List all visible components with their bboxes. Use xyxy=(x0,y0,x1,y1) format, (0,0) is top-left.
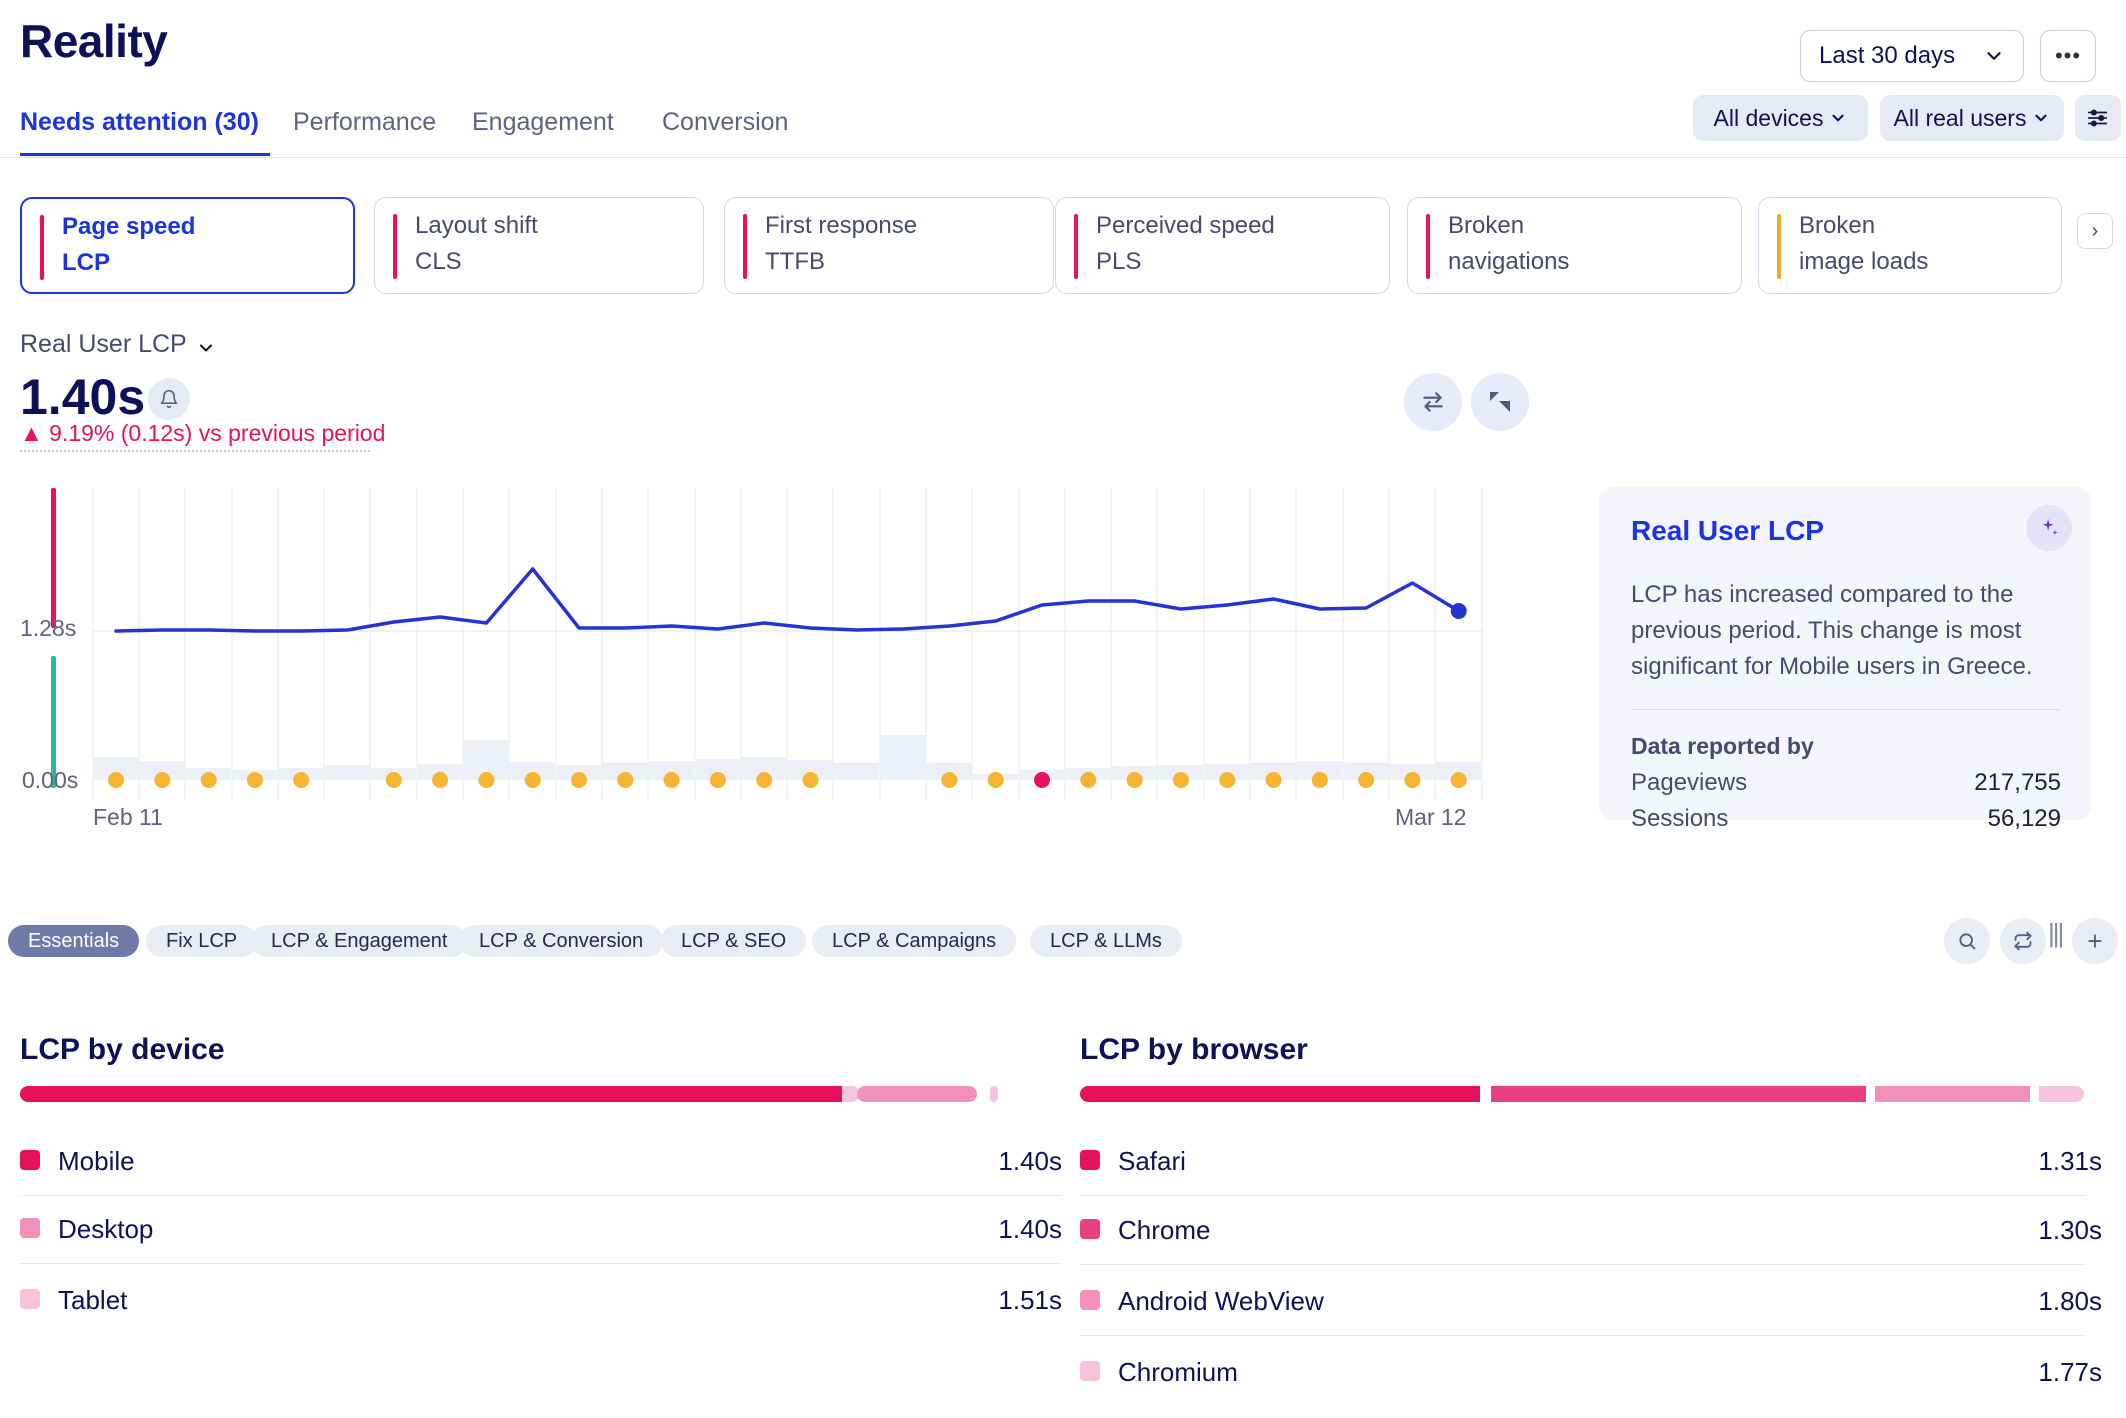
svg-text:Mar 12: Mar 12 xyxy=(1395,804,1467,830)
svg-text:Feb 11: Feb 11 xyxy=(93,804,163,830)
svg-text:1.28s: 1.28s xyxy=(20,615,76,641)
svg-text:0.00s: 0.00s xyxy=(22,767,78,793)
